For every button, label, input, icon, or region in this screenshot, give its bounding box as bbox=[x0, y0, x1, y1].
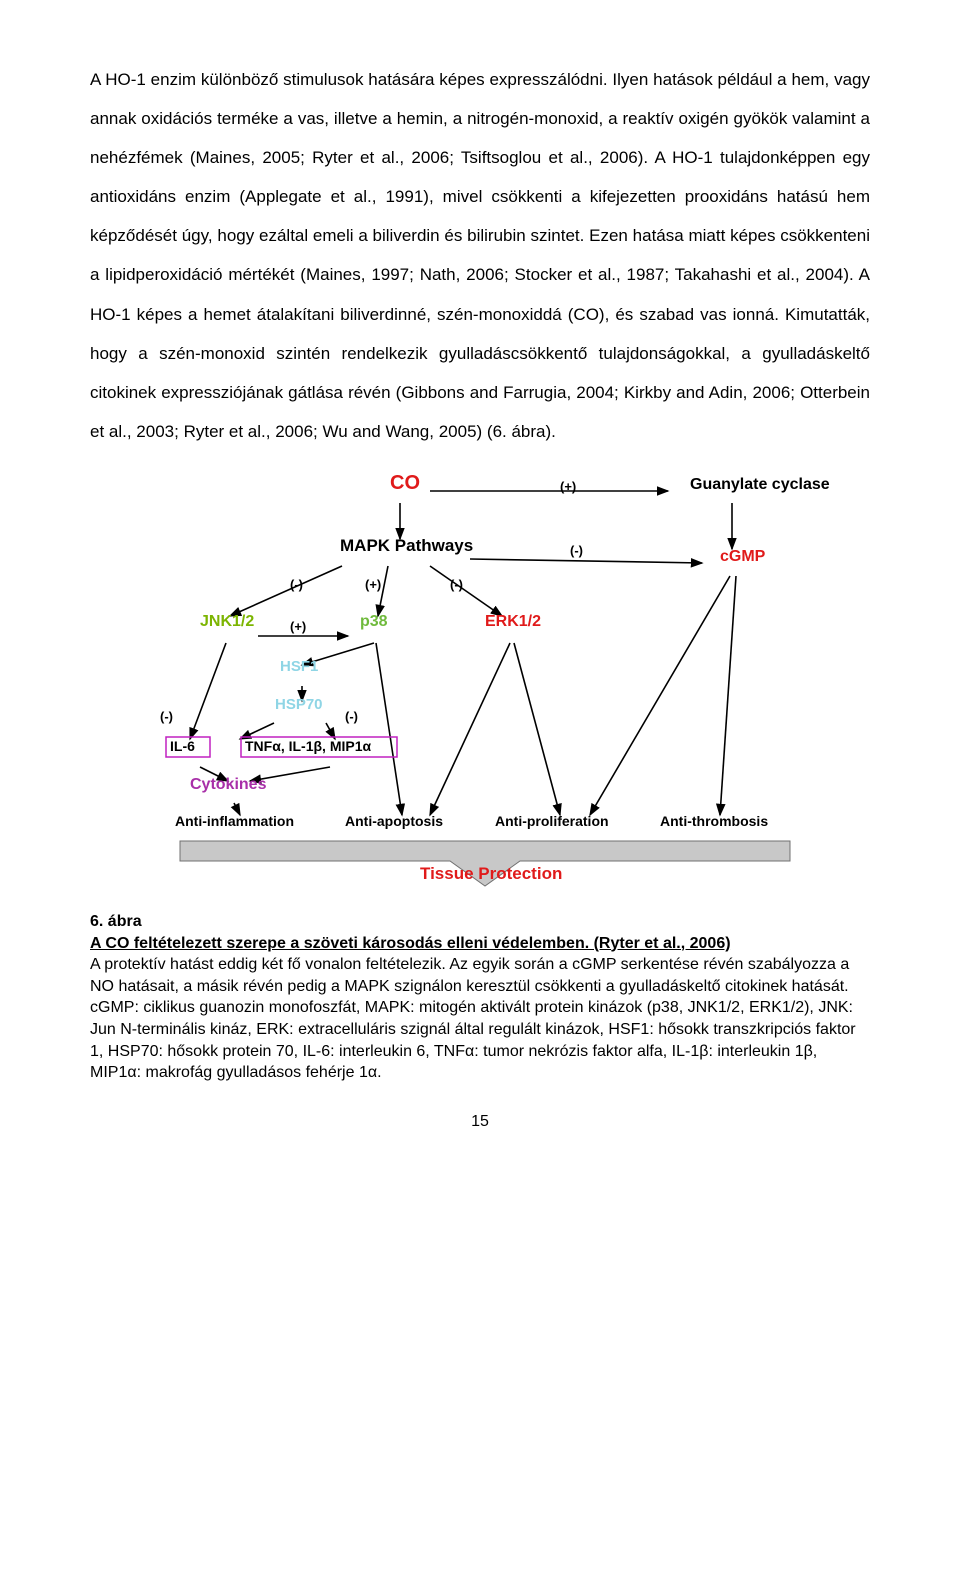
svg-text:Guanylate cyclase: Guanylate cyclase bbox=[690, 476, 830, 493]
svg-text:Tissue Protection: Tissue Protection bbox=[420, 864, 562, 883]
caption-title: 6. ábra bbox=[90, 913, 142, 930]
caption-description: A protektív hatást eddig két fő vonalon … bbox=[90, 956, 849, 995]
figure-caption: 6. ábra A CO feltételezett szerepe a szö… bbox=[90, 911, 870, 1084]
svg-text:Anti-inflammation: Anti-inflammation bbox=[175, 813, 294, 829]
svg-text:(-): (-) bbox=[160, 709, 173, 724]
pathway-diagram: CO Guanylate cyclase MAPK Pathways cGMP JNK1… bbox=[130, 471, 830, 891]
svg-text:(-): (-) bbox=[290, 577, 303, 592]
svg-text:(-): (-) bbox=[450, 577, 463, 592]
body-paragraph: A HO-1 enzim különböző stimulusok hatásá… bbox=[90, 60, 870, 451]
svg-text:(+): (+) bbox=[560, 479, 576, 494]
svg-text:HSP70: HSP70 bbox=[275, 696, 323, 713]
svg-text:MAPK Pathways: MAPK Pathways bbox=[340, 536, 473, 555]
svg-text:Anti-apoptosis: Anti-apoptosis bbox=[345, 813, 443, 829]
svg-text:(+): (+) bbox=[290, 619, 306, 634]
svg-text:p38: p38 bbox=[360, 613, 388, 630]
svg-text:JNK1/2: JNK1/2 bbox=[200, 613, 254, 630]
svg-text:ERK1/2: ERK1/2 bbox=[485, 613, 541, 630]
svg-text:Cytokines: Cytokines bbox=[190, 776, 267, 793]
svg-text:CO: CO bbox=[390, 472, 420, 494]
svg-text:Anti-proliferation: Anti-proliferation bbox=[495, 813, 609, 829]
caption-abbreviations: cGMP: ciklikus guanozin monofoszfát, MAP… bbox=[90, 999, 856, 1081]
svg-text:(-): (-) bbox=[570, 543, 583, 558]
svg-text:HSF1: HSF1 bbox=[280, 658, 318, 675]
svg-text:Anti-thrombosis: Anti-thrombosis bbox=[660, 813, 768, 829]
svg-text:(+): (+) bbox=[365, 577, 381, 592]
svg-text:(-): (-) bbox=[345, 709, 358, 724]
svg-text:cGMP: cGMP bbox=[720, 548, 766, 565]
caption-underline: A CO feltételezett szerepe a szöveti kár… bbox=[90, 935, 731, 952]
page-number: 15 bbox=[90, 1114, 870, 1130]
svg-text:IL-6: IL-6 bbox=[170, 738, 195, 754]
svg-text:TNFα, IL-1β, MIP1α: TNFα, IL-1β, MIP1α bbox=[245, 738, 371, 754]
